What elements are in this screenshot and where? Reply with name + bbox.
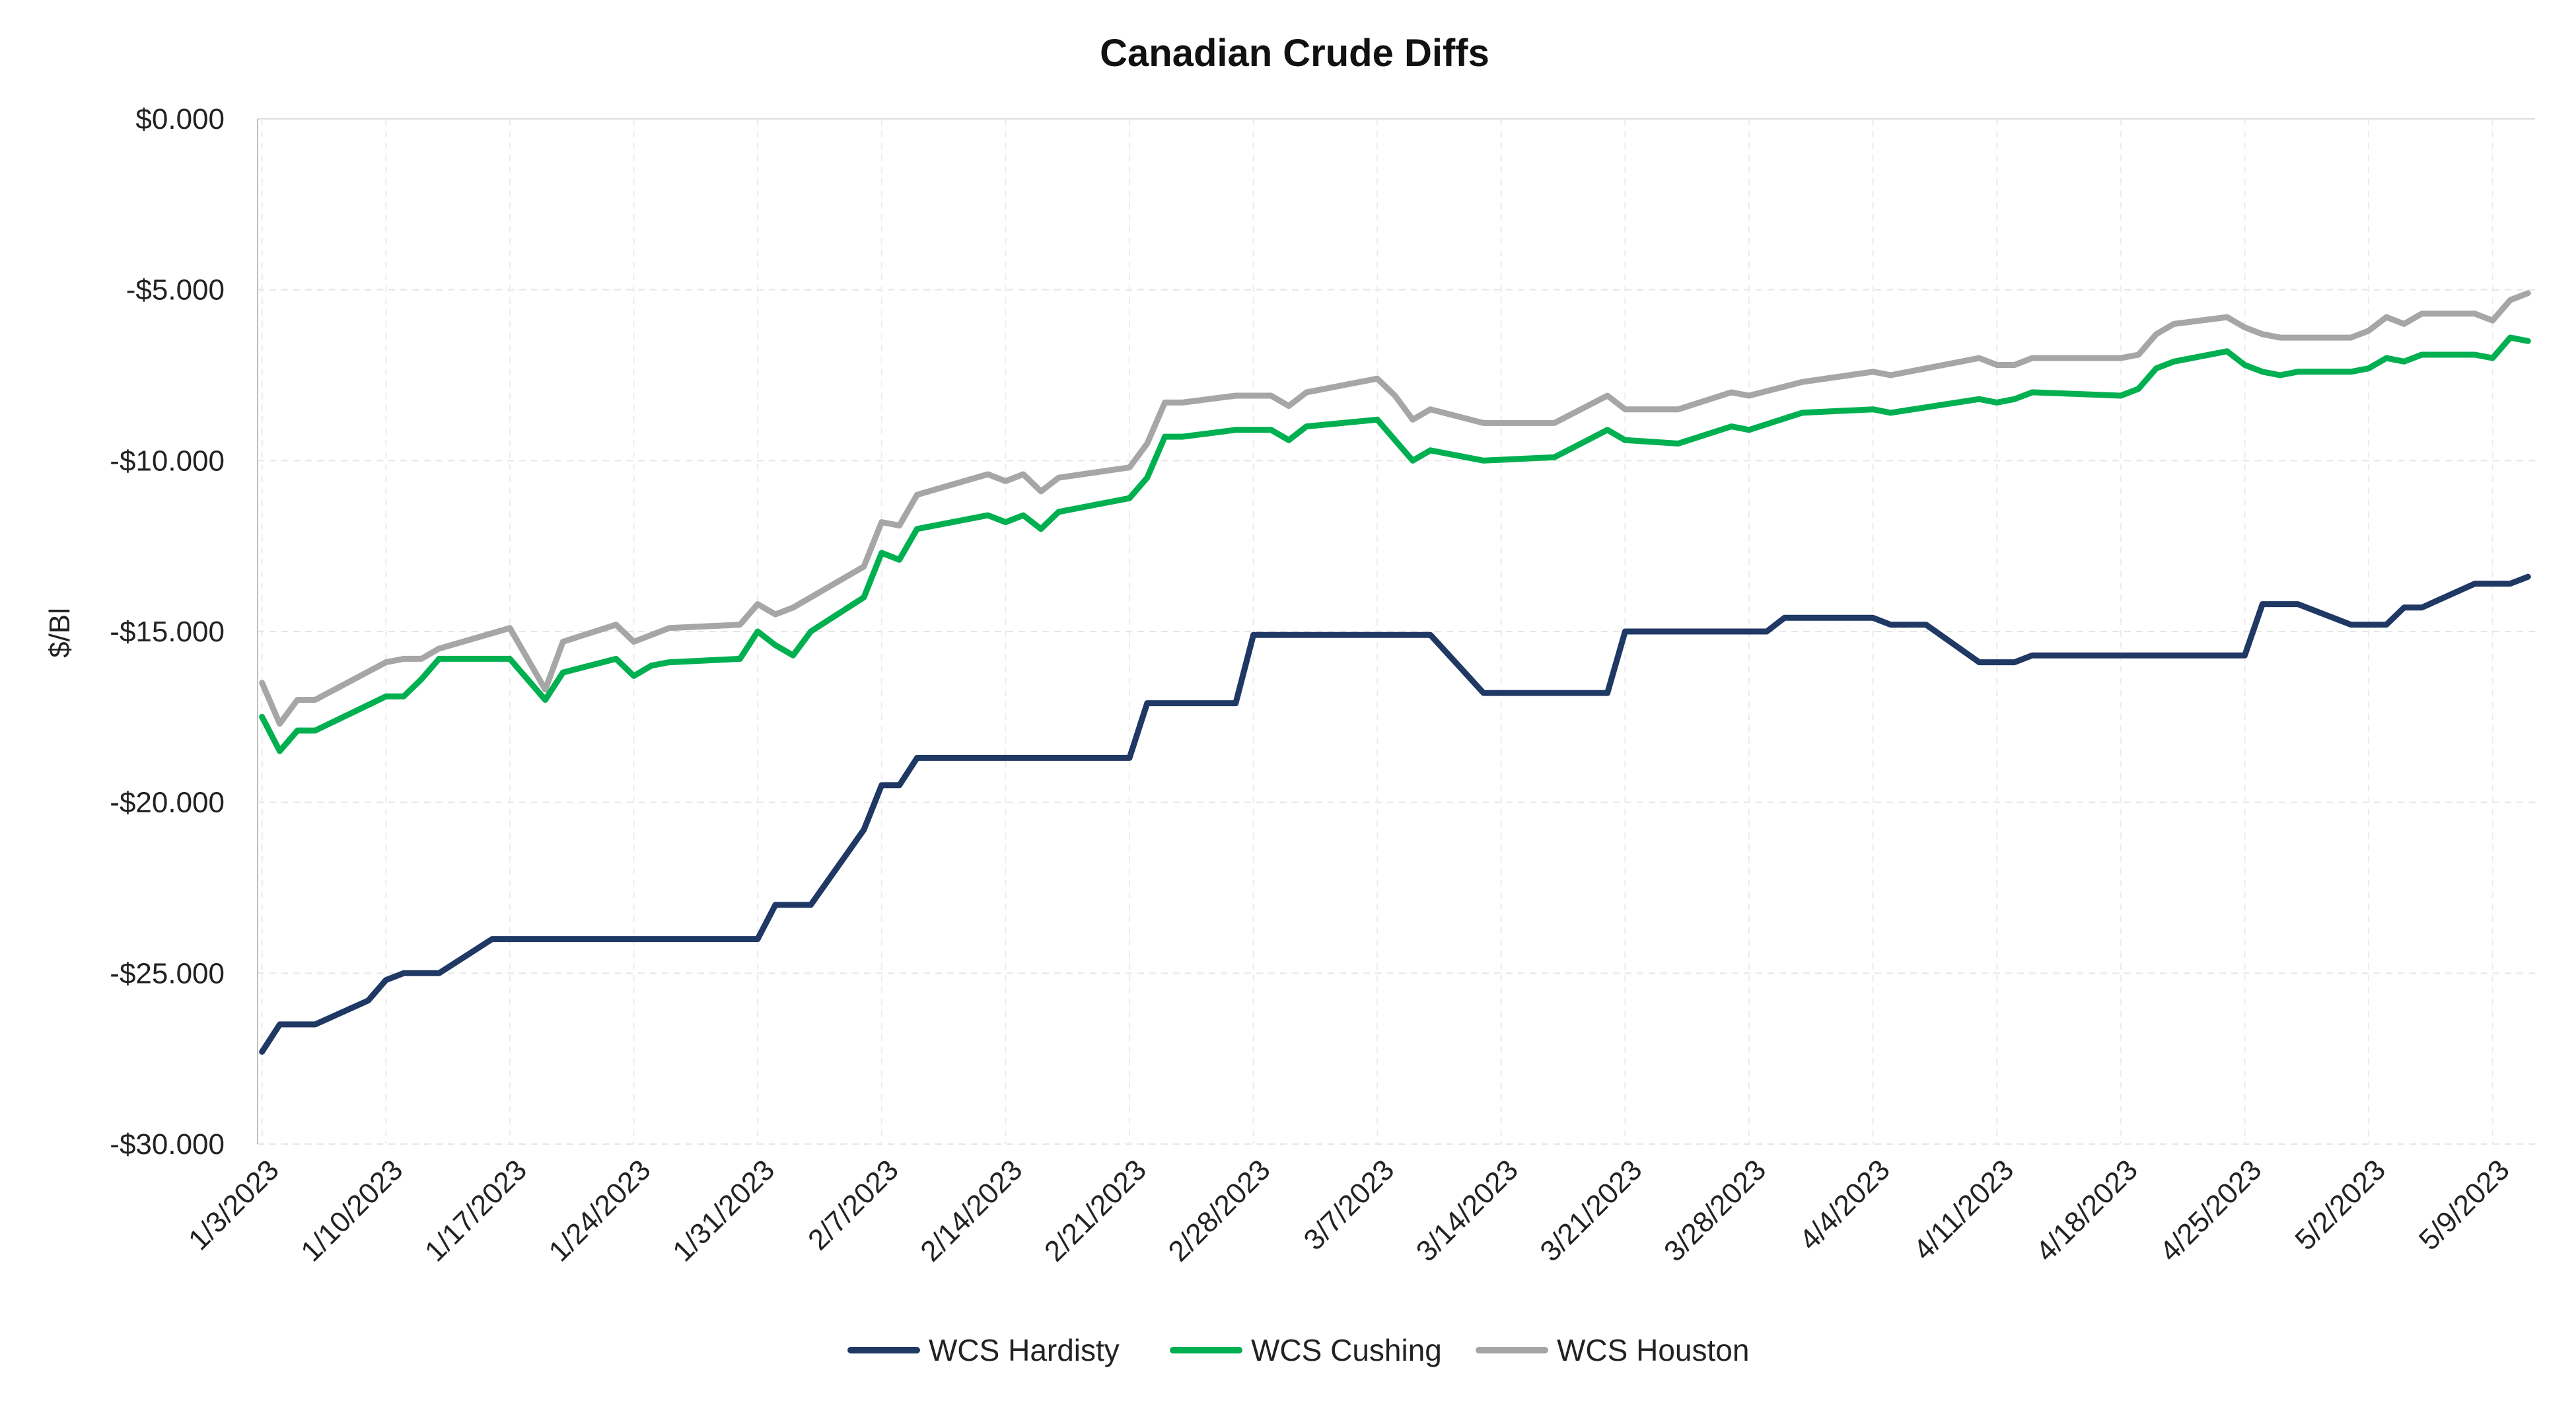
x-tick-label: 3/21/2023 bbox=[1534, 1153, 1648, 1268]
x-tick-label: 1/3/2023 bbox=[182, 1153, 285, 1256]
x-tick-label: 2/7/2023 bbox=[802, 1153, 905, 1256]
gridlines bbox=[257, 118, 2535, 1145]
y-tick-label: -$15.000 bbox=[110, 616, 225, 648]
series-line-wcs-cushing bbox=[259, 334, 2531, 754]
x-tick-label: 1/17/2023 bbox=[419, 1153, 533, 1268]
x-tick-label: 2/14/2023 bbox=[914, 1153, 1028, 1268]
y-axis-label: $/Bl bbox=[44, 608, 76, 658]
legend-item: WCS Houston bbox=[1476, 1333, 1749, 1367]
series-line-wcs-houston bbox=[259, 290, 2531, 727]
series-lines bbox=[259, 290, 2531, 1055]
x-tick-label: 1/24/2023 bbox=[543, 1153, 657, 1268]
legend-item: WCS Hardisty bbox=[847, 1333, 1120, 1367]
y-axis-ticks: $0.000 -$5.000 -$10.000 -$15.000 -$20.000 -$2… bbox=[110, 103, 225, 1161]
y-tick-label: -$5.000 bbox=[126, 274, 225, 306]
x-tick-label: 5/2/2023 bbox=[2289, 1153, 2392, 1256]
legend-label: WCS Houston bbox=[1557, 1333, 1749, 1367]
y-tick-label: -$10.000 bbox=[110, 445, 225, 477]
x-axis-ticks: 1/3/2023 1/10/2023 1/17/2023 1/24/2023 1/31/… bbox=[182, 1153, 2516, 1268]
x-tick-label: 4/25/2023 bbox=[2153, 1153, 2268, 1268]
x-tick-label: 2/21/2023 bbox=[1038, 1153, 1153, 1268]
x-tick-label: 1/31/2023 bbox=[666, 1153, 781, 1268]
x-tick-label: 3/28/2023 bbox=[1658, 1153, 1772, 1268]
x-tick-label: 4/18/2023 bbox=[2030, 1153, 2144, 1268]
y-tick-label: -$25.000 bbox=[110, 957, 225, 989]
legend-label: WCS Cushing bbox=[1251, 1333, 1442, 1367]
x-tick-label: 3/7/2023 bbox=[1297, 1153, 1400, 1256]
legend-item: WCS Cushing bbox=[1170, 1333, 1442, 1367]
series-line-wcs-hardisty bbox=[259, 573, 2531, 1055]
y-tick-label: $0.000 bbox=[135, 103, 225, 135]
y-tick-label: -$30.000 bbox=[110, 1128, 225, 1161]
legend: WCS Hardisty WCS Cushing WCS Houston bbox=[847, 1333, 1749, 1367]
y-tick-label: -$20.000 bbox=[110, 787, 225, 819]
legend-label: WCS Hardisty bbox=[929, 1333, 1120, 1367]
x-tick-label: 2/28/2023 bbox=[1163, 1153, 1277, 1268]
x-tick-label: 1/10/2023 bbox=[295, 1153, 409, 1268]
x-tick-label: 5/9/2023 bbox=[2413, 1153, 2516, 1256]
x-tick-label: 4/11/2023 bbox=[1908, 1153, 2021, 1266]
x-tick-label: 4/4/2023 bbox=[1793, 1153, 1896, 1256]
chart-title: Canadian Crude Diffs bbox=[1100, 32, 1489, 75]
x-tick-label: 3/14/2023 bbox=[1410, 1153, 1524, 1268]
